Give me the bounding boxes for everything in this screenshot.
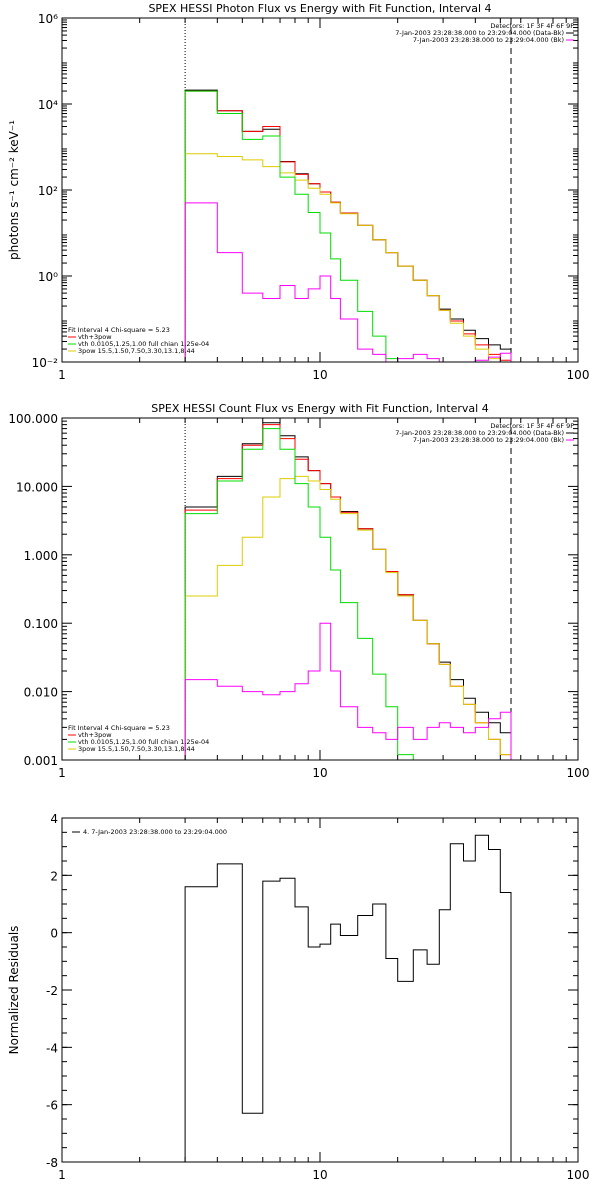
y-tick-label: 4 bbox=[50, 812, 58, 826]
legend-entry: vth+3pow bbox=[78, 333, 112, 341]
y-tick-label: -4 bbox=[46, 1041, 58, 1055]
y-tick-label: 1.000 bbox=[24, 549, 58, 563]
y-tick-label: 10⁻² bbox=[32, 356, 59, 370]
x-tick-label: 1 bbox=[58, 1168, 66, 1182]
legend-entry: vth 0.0105,1.25,1.00 full chian 1.25e-04 bbox=[78, 738, 209, 746]
chart-panel-1: SPEX HESSI Photon Flux vs Energy with Fi… bbox=[7, 2, 589, 382]
series-group bbox=[184, 834, 512, 1162]
x-tick-label: 100 bbox=[567, 368, 590, 382]
x-tick-label: 1 bbox=[58, 368, 66, 382]
legend-entry: 7-Jan-2003 23:28:38.000 to 23:29:04.000 … bbox=[395, 429, 564, 437]
legend-entry: 4. 7-Jan-2003 23:28:38.000 to 23:29:04.0… bbox=[83, 828, 227, 836]
legend-fit-header: Fit Interval 4 Chi-square = 5.23 bbox=[68, 326, 170, 334]
y-tick-label: 10⁴ bbox=[38, 98, 58, 112]
series-thermal bbox=[184, 428, 511, 760]
y-tick-label: 0.001 bbox=[24, 754, 58, 768]
y-tick-label: 10⁶ bbox=[38, 12, 58, 26]
chart-panel-2: SPEX HESSI Count Flux vs Energy with Fit… bbox=[8, 402, 589, 780]
x-tick-label: 10 bbox=[312, 368, 327, 382]
legend-entry: 7-Jan-2003 23:28:38.000 to 23:29:04.000 … bbox=[413, 436, 564, 444]
legend-entry: 3pow 15.5,1.50,7.50,3.30,13.1,8.44 bbox=[78, 347, 195, 355]
y-tick-label: 10⁰ bbox=[38, 270, 58, 284]
plot-frame bbox=[61, 417, 579, 761]
series-background-series bbox=[184, 202, 512, 362]
legend-entry: 7-Jan-2003 23:28:38.000 to 23:29:04.000 … bbox=[413, 36, 564, 44]
series-power-law bbox=[184, 475, 512, 760]
y-tick-label: -8 bbox=[46, 1156, 58, 1170]
series-data bbox=[184, 834, 512, 1162]
y-tick-label: 10.000 bbox=[16, 480, 58, 494]
series-group bbox=[184, 422, 512, 760]
legend-entry: 7-Jan-2003 23:28:38.000 to 23:29:04.000 … bbox=[395, 29, 564, 37]
series-group bbox=[184, 89, 512, 362]
series-data bbox=[184, 422, 512, 760]
series-background-series bbox=[184, 622, 512, 760]
y-tick-label: 0.100 bbox=[24, 617, 58, 631]
series-thermal bbox=[184, 90, 511, 362]
y-axis-label: photons s⁻¹ cm⁻² keV⁻¹ bbox=[7, 120, 21, 260]
y-tick-label: 2 bbox=[50, 869, 58, 883]
x-tick-label: 10 bbox=[312, 766, 327, 780]
x-tick-label: 10 bbox=[312, 1168, 327, 1182]
y-tick-label: 0.010 bbox=[24, 686, 58, 700]
y-tick-label: -2 bbox=[46, 984, 58, 998]
legend-detectors-header: Detectors: 1F 3F 4F 6F 9F bbox=[490, 22, 574, 30]
y-tick-label: -6 bbox=[46, 1099, 58, 1113]
legend-entry: 3pow 15.5,1.50,7.50,3.30,13.1,8.44 bbox=[78, 745, 195, 753]
series-power-law bbox=[184, 153, 511, 362]
chart-title: SPEX HESSI Count Flux vs Energy with Fit… bbox=[151, 402, 488, 415]
series-total-fit bbox=[184, 90, 512, 362]
legend-detectors-header: Detectors: 1F 3F 4F 6F 9F bbox=[490, 422, 574, 430]
y-axis-label: Normalized Residuals bbox=[7, 926, 21, 1055]
chart-title: SPEX HESSI Photon Flux vs Energy with Fi… bbox=[148, 2, 491, 15]
x-tick-label: 100 bbox=[567, 766, 590, 780]
x-tick-label: 100 bbox=[567, 1168, 590, 1182]
chart-panel-3: 1 10 100 -8 -6 -4 -2 0 2 4 Normalized Residuals 4. … bbox=[7, 812, 589, 1182]
legend-entry: vth 0.0105,1.25,1.00 full chian 1.25e-04 bbox=[78, 340, 209, 348]
series-total-fit bbox=[184, 424, 512, 760]
x-tick-label: 1 bbox=[58, 766, 66, 780]
legend-entry: vth+3pow bbox=[78, 731, 112, 739]
y-tick-label: 10² bbox=[38, 184, 58, 198]
y-tick-label: 0 bbox=[50, 927, 58, 941]
legend-fit-header: Fit Interval 4 Chi-square = 5.23 bbox=[68, 724, 170, 732]
y-tick-label: 100.000 bbox=[8, 412, 58, 426]
